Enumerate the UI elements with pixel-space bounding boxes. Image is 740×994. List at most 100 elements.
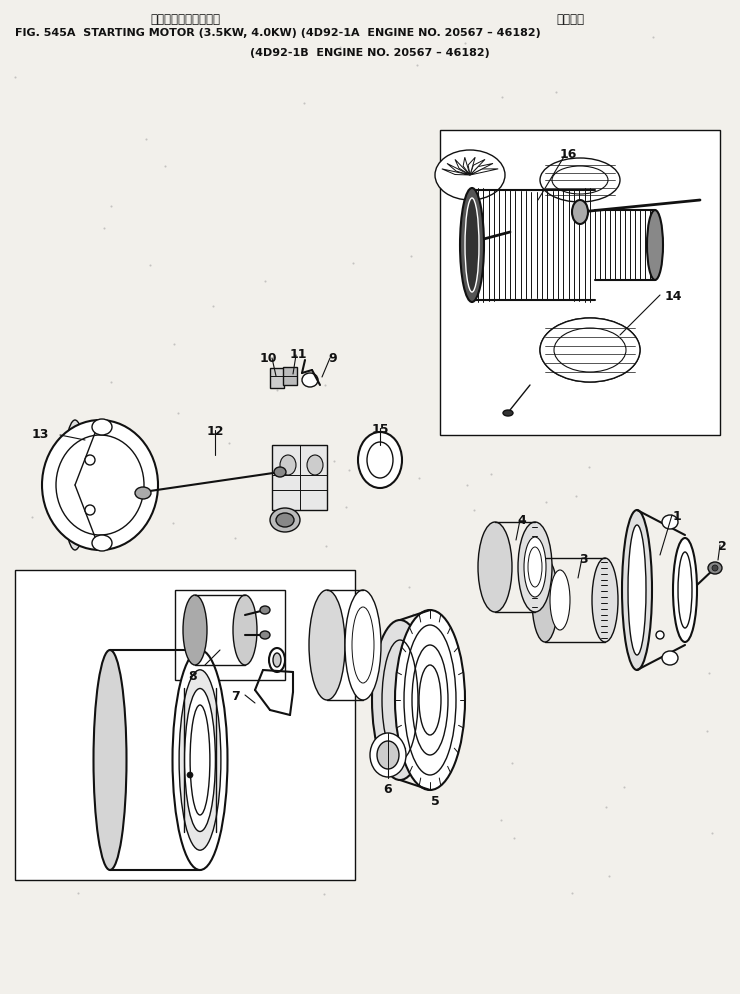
Point: [496, 89, 508, 105]
Point: [550, 83, 562, 99]
Point: [271, 382, 283, 398]
Point: [707, 825, 719, 841]
Point: [10, 69, 21, 84]
Point: [329, 452, 340, 468]
Point: [98, 220, 110, 236]
Ellipse shape: [662, 515, 678, 529]
Ellipse shape: [179, 670, 221, 850]
Polygon shape: [447, 163, 470, 175]
Point: [403, 579, 415, 594]
Point: [259, 272, 271, 288]
Text: 2: 2: [718, 540, 727, 553]
Point: [168, 336, 180, 352]
Point: [72, 886, 84, 902]
Point: [703, 665, 715, 681]
Point: [407, 606, 419, 622]
Point: [239, 629, 251, 645]
Point: [320, 539, 332, 555]
Polygon shape: [15, 570, 355, 880]
Ellipse shape: [673, 538, 697, 642]
Point: [540, 494, 552, 510]
Point: [596, 562, 608, 578]
Point: [298, 95, 310, 111]
Ellipse shape: [63, 420, 87, 550]
Polygon shape: [442, 169, 470, 175]
Text: 4: 4: [517, 514, 526, 527]
Ellipse shape: [273, 653, 281, 667]
Point: [283, 607, 295, 623]
Point: [411, 58, 423, 74]
Bar: [283, 367, 297, 385]
Ellipse shape: [540, 318, 640, 382]
Ellipse shape: [92, 535, 112, 551]
Point: [604, 318, 616, 334]
Ellipse shape: [358, 432, 402, 488]
Ellipse shape: [302, 373, 318, 387]
Text: (4D92-1B  ENGINE NO. 20567 – 46182): (4D92-1B ENGINE NO. 20567 – 46182): [250, 48, 490, 58]
Ellipse shape: [419, 665, 441, 735]
Ellipse shape: [370, 733, 406, 777]
Point: [342, 746, 354, 762]
Polygon shape: [440, 130, 720, 435]
Point: [508, 830, 520, 846]
Text: スターティングモータ: スターティングモータ: [150, 13, 220, 26]
Point: [486, 338, 498, 354]
Polygon shape: [470, 169, 498, 175]
Ellipse shape: [276, 513, 294, 527]
Point: [346, 254, 358, 270]
Point: [141, 131, 152, 147]
Ellipse shape: [42, 420, 158, 550]
Point: [482, 592, 494, 608]
Ellipse shape: [187, 772, 193, 778]
Ellipse shape: [628, 525, 646, 655]
Point: [115, 819, 127, 835]
Ellipse shape: [503, 410, 513, 416]
Point: [271, 768, 283, 784]
Point: [461, 477, 473, 493]
Text: 13: 13: [31, 428, 49, 441]
Point: [584, 459, 596, 475]
Point: [671, 276, 683, 292]
Polygon shape: [455, 159, 470, 175]
Point: [405, 248, 417, 264]
Point: [229, 530, 240, 546]
Ellipse shape: [93, 650, 127, 870]
Ellipse shape: [85, 505, 95, 515]
Point: [167, 515, 179, 531]
Text: 8: 8: [189, 670, 198, 683]
Point: [148, 751, 160, 767]
Ellipse shape: [233, 595, 257, 665]
Text: 12: 12: [206, 425, 223, 438]
Ellipse shape: [540, 158, 620, 202]
Point: [26, 509, 38, 525]
Point: [36, 660, 47, 676]
Point: [414, 469, 425, 485]
Ellipse shape: [532, 558, 558, 642]
Ellipse shape: [540, 318, 640, 382]
Point: [343, 462, 355, 478]
Ellipse shape: [372, 620, 428, 780]
Ellipse shape: [662, 651, 678, 665]
Ellipse shape: [345, 590, 381, 700]
Bar: [270, 368, 284, 388]
Point: [96, 760, 108, 776]
Point: [144, 257, 156, 273]
Ellipse shape: [656, 631, 664, 639]
Point: [603, 869, 615, 885]
Point: [403, 664, 414, 680]
Ellipse shape: [307, 455, 323, 475]
Text: 11: 11: [289, 348, 307, 361]
Text: 15: 15: [371, 423, 389, 436]
Ellipse shape: [550, 570, 570, 630]
Ellipse shape: [435, 150, 505, 200]
Point: [323, 633, 335, 649]
Point: [459, 36, 471, 52]
Ellipse shape: [460, 188, 484, 302]
Ellipse shape: [524, 537, 546, 597]
Polygon shape: [463, 157, 470, 175]
Point: [568, 211, 580, 227]
Ellipse shape: [395, 610, 465, 790]
Ellipse shape: [622, 510, 652, 670]
Point: [622, 169, 634, 185]
Ellipse shape: [708, 562, 722, 574]
